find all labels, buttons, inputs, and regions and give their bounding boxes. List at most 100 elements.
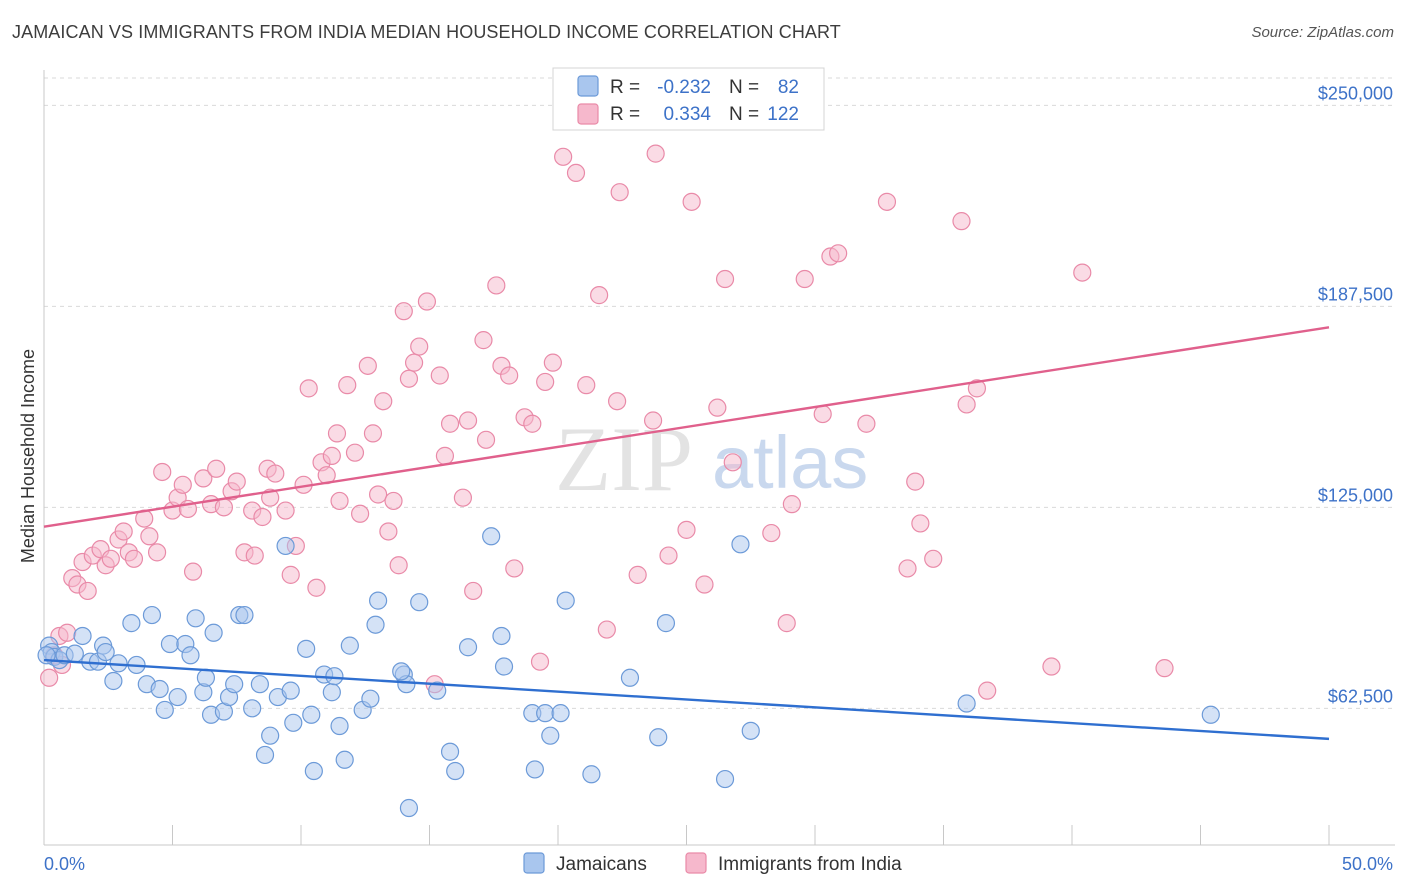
- jamaicans-point-26: [204, 623, 223, 642]
- jamaicans-point-69: [556, 591, 575, 610]
- india-point-37: [266, 464, 285, 483]
- india-point-86: [597, 620, 616, 639]
- trend-lines: [43, 326, 1330, 741]
- jamaicans-point-41: [302, 705, 321, 724]
- india-point-94: [682, 192, 701, 211]
- india-point-0: [40, 668, 59, 687]
- india-point-113: [957, 395, 976, 414]
- india-point-3: [58, 623, 77, 642]
- india-point-81: [543, 353, 562, 372]
- india-point-69: [458, 411, 478, 430]
- india-point-24: [183, 562, 203, 581]
- jamaicans-point-61: [482, 527, 501, 546]
- jamaicans-point-18: [160, 634, 180, 654]
- india-point-118: [1155, 659, 1174, 678]
- india-point-34: [253, 507, 272, 527]
- india-point-47: [327, 424, 347, 443]
- jamaicans-point-10: [104, 671, 123, 691]
- jamaicans-point-45: [325, 667, 344, 686]
- jamaicans-point-5: [65, 644, 84, 663]
- legend-swatch-jamaicans: [577, 75, 599, 97]
- india-point-63: [417, 292, 437, 311]
- india-point-52: [358, 356, 377, 375]
- jamaicans-point-46: [330, 716, 349, 736]
- india-point-42: [299, 379, 318, 398]
- india-point-55: [374, 392, 393, 411]
- india-point-59: [394, 302, 413, 321]
- india-point-13: [114, 522, 133, 541]
- y-tick-label-1: $187,500: [1318, 284, 1393, 304]
- y-tick-label-3: $62,500: [1328, 686, 1393, 706]
- india-point-54: [369, 485, 388, 504]
- y-axis-label: Median Household Income: [18, 349, 38, 563]
- jamaicans-point-76: [741, 721, 760, 740]
- india-point-87: [608, 392, 627, 411]
- india-point-56: [379, 522, 398, 541]
- x-axis-ticks: [43, 825, 1330, 845]
- india-point-109: [906, 472, 925, 491]
- india-point-46: [322, 446, 341, 465]
- india-point-80: [536, 372, 555, 392]
- jamaicans-point-40: [297, 639, 316, 658]
- india-point-33: [245, 546, 264, 565]
- y-tick-label-0: $250,000: [1318, 83, 1393, 103]
- india-point-49: [338, 376, 357, 395]
- legend-r-value-2: 0.334: [663, 104, 711, 125]
- axes: [43, 70, 1395, 846]
- jamaicans-point-42: [304, 761, 323, 781]
- jamaicans-point-67: [541, 726, 560, 745]
- india-point-53: [363, 424, 383, 443]
- india-point-58: [389, 556, 408, 575]
- india-point-76: [505, 559, 524, 578]
- legend-n-value-2: 122: [767, 104, 799, 125]
- jamaicans-point-47: [335, 750, 354, 769]
- india-point-61: [404, 353, 424, 372]
- india-point-7: [78, 581, 97, 601]
- india-point-112: [952, 212, 971, 231]
- jamaicans-point-60: [458, 638, 478, 657]
- india-point-92: [659, 546, 678, 565]
- jamaicans-point-32: [243, 699, 262, 718]
- jamaicans-point-56: [410, 593, 429, 612]
- legend-r-label-1: R =: [610, 77, 640, 98]
- india-point-38: [276, 501, 295, 520]
- india-point-17: [140, 527, 159, 546]
- india-point-93: [677, 520, 696, 539]
- india-point-75: [500, 366, 519, 385]
- jamaicans-point-44: [322, 683, 341, 702]
- india-point-110: [911, 514, 930, 533]
- india-point-103: [813, 404, 832, 424]
- india-point-25: [194, 469, 213, 488]
- series-legend-india: Immigrants from India: [718, 854, 902, 875]
- jamaicans-trend-line: [43, 658, 1330, 741]
- india-point-71: [474, 331, 493, 350]
- india-point-99: [762, 523, 781, 543]
- jamaicans-point-62: [492, 626, 511, 646]
- india-point-114: [967, 379, 987, 398]
- jamaicans-point-59: [446, 761, 465, 781]
- jamaicans-point-74: [715, 769, 735, 789]
- jamaicans-point-65: [525, 760, 544, 779]
- jamaicans-point-58: [440, 742, 460, 761]
- india-point-97: [715, 269, 735, 289]
- jamaicans-point-29: [225, 675, 244, 694]
- india-point-70: [464, 581, 483, 601]
- india-point-36: [261, 488, 280, 507]
- jamaicans-point-70: [582, 765, 601, 784]
- jamaicans-point-39: [284, 713, 303, 732]
- india-point-91: [646, 144, 665, 163]
- india-point-57: [384, 491, 403, 511]
- india-point-107: [877, 192, 897, 211]
- india-point-48: [330, 491, 349, 511]
- india-point-106: [857, 414, 876, 433]
- series-legend-swatch-india: [685, 852, 707, 874]
- india-point-73: [487, 276, 506, 295]
- india-point-90: [643, 411, 663, 430]
- india-point-30: [227, 472, 246, 491]
- india-point-98: [723, 453, 742, 472]
- stats-legend: R = -0.232 N = 82 R = 0.334 N = 122: [552, 67, 825, 131]
- india-point-108: [898, 559, 917, 578]
- india-point-18: [147, 543, 167, 562]
- legend-r-value-1: -0.232: [657, 77, 711, 98]
- india-point-115: [978, 681, 997, 700]
